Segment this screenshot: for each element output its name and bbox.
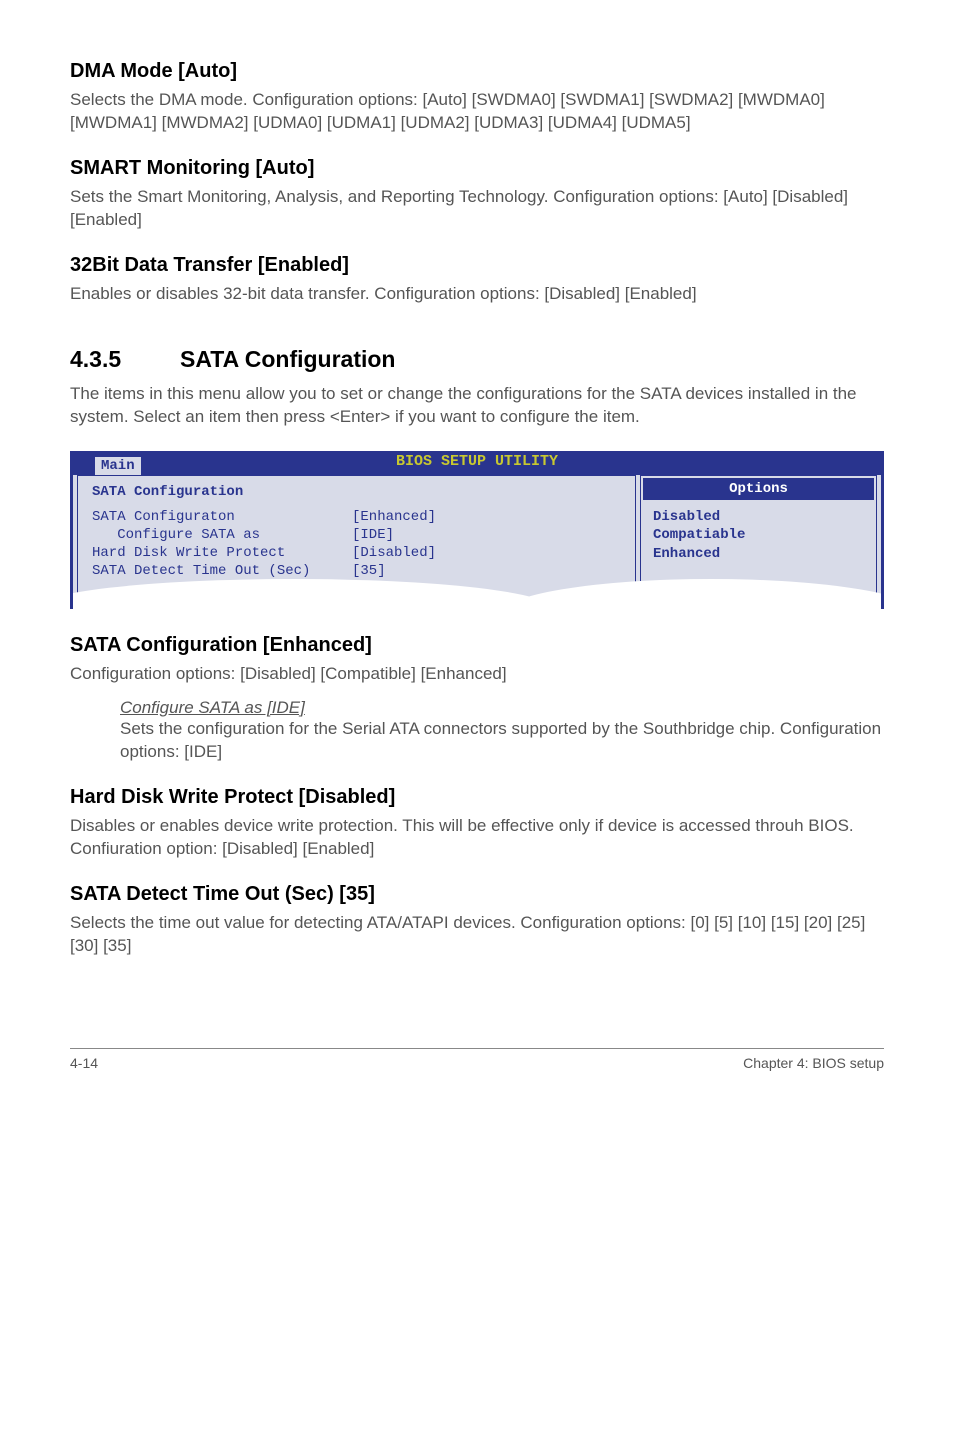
bios-row-value: [Enhanced]	[352, 508, 621, 526]
bios-setup-utility: BIOS SETUP UTILITY Main SATA Configurati…	[70, 451, 884, 610]
bios-row-value: [IDE]	[352, 526, 621, 544]
footer-page-number: 4-14	[70, 1055, 98, 1071]
bios-header-title: BIOS SETUP UTILITY	[396, 453, 558, 470]
heading-sata-configuration-major: 4.3.5SATA Configuration	[70, 346, 884, 373]
subsection-configure-sata-as: Configure SATA as [IDE] Sets the configu…	[120, 698, 884, 764]
bios-row-key: Configure SATA as	[92, 526, 352, 544]
body-smart-monitoring: Sets the Smart Monitoring, Analysis, and…	[70, 186, 884, 232]
body-sata-configuration-intro: The items in this menu allow you to set …	[70, 383, 884, 429]
bios-tab-main[interactable]: Main	[95, 457, 141, 475]
bios-row-key: Hard Disk Write Protect	[92, 544, 352, 562]
body-dma-mode: Selects the DMA mode. Configuration opti…	[70, 89, 884, 135]
bios-section-label: SATA Configuration	[92, 482, 621, 508]
bios-row-key: SATA Configuraton	[92, 508, 352, 526]
bios-row[interactable]: Hard Disk Write Protect [Disabled]	[92, 544, 621, 562]
footer-chapter-label: Chapter 4: BIOS setup	[743, 1055, 884, 1071]
body-sata-detect-timeout: Selects the time out value for detecting…	[70, 912, 884, 958]
heading-number: 4.3.5	[70, 346, 180, 373]
heading-dma-mode: DMA Mode [Auto]	[70, 60, 884, 83]
heading-sata-detect-timeout: SATA Detect Time Out (Sec) [35]	[70, 883, 884, 906]
page-container: DMA Mode [Auto] Selects the DMA mode. Co…	[0, 0, 954, 1111]
bios-row[interactable]: SATA Configuraton [Enhanced]	[92, 508, 621, 526]
heading-sata-config-enhanced: SATA Configuration [Enhanced]	[70, 634, 884, 657]
bios-options-list: Disabled Compatiable Enhanced	[641, 502, 876, 571]
heading-32bit-transfer: 32Bit Data Transfer [Enabled]	[70, 254, 884, 277]
bios-options-header: Options	[643, 478, 874, 500]
bios-row-value: [Disabled]	[352, 544, 621, 562]
bios-option[interactable]: Disabled	[653, 508, 864, 527]
body-sata-config-enhanced: Configuration options: [Disabled] [Compa…	[70, 663, 884, 686]
heading-smart-monitoring: SMART Monitoring [Auto]	[70, 157, 884, 180]
bios-option[interactable]: Enhanced	[653, 545, 864, 564]
page-footer: 4-14 Chapter 4: BIOS setup	[70, 1048, 884, 1071]
body-configure-sata-as-ide: Sets the configuration for the Serial AT…	[120, 718, 884, 764]
bios-row-value: [35]	[352, 562, 621, 580]
bios-row[interactable]: Configure SATA as [IDE]	[92, 526, 621, 544]
body-32bit-transfer: Enables or disables 32-bit data transfer…	[70, 283, 884, 306]
subheading-configure-sata-as-ide: Configure SATA as [IDE]	[120, 698, 884, 718]
heading-text: SATA Configuration	[180, 346, 395, 372]
bios-header: BIOS SETUP UTILITY Main	[73, 451, 881, 475]
heading-hard-disk-write-protect: Hard Disk Write Protect [Disabled]	[70, 786, 884, 809]
bios-option[interactable]: Compatiable	[653, 526, 864, 545]
bios-row[interactable]: SATA Detect Time Out (Sec) [35]	[92, 562, 621, 580]
body-hard-disk-write-protect: Disables or enables device write protect…	[70, 815, 884, 861]
bios-row-key: SATA Detect Time Out (Sec)	[92, 562, 352, 580]
